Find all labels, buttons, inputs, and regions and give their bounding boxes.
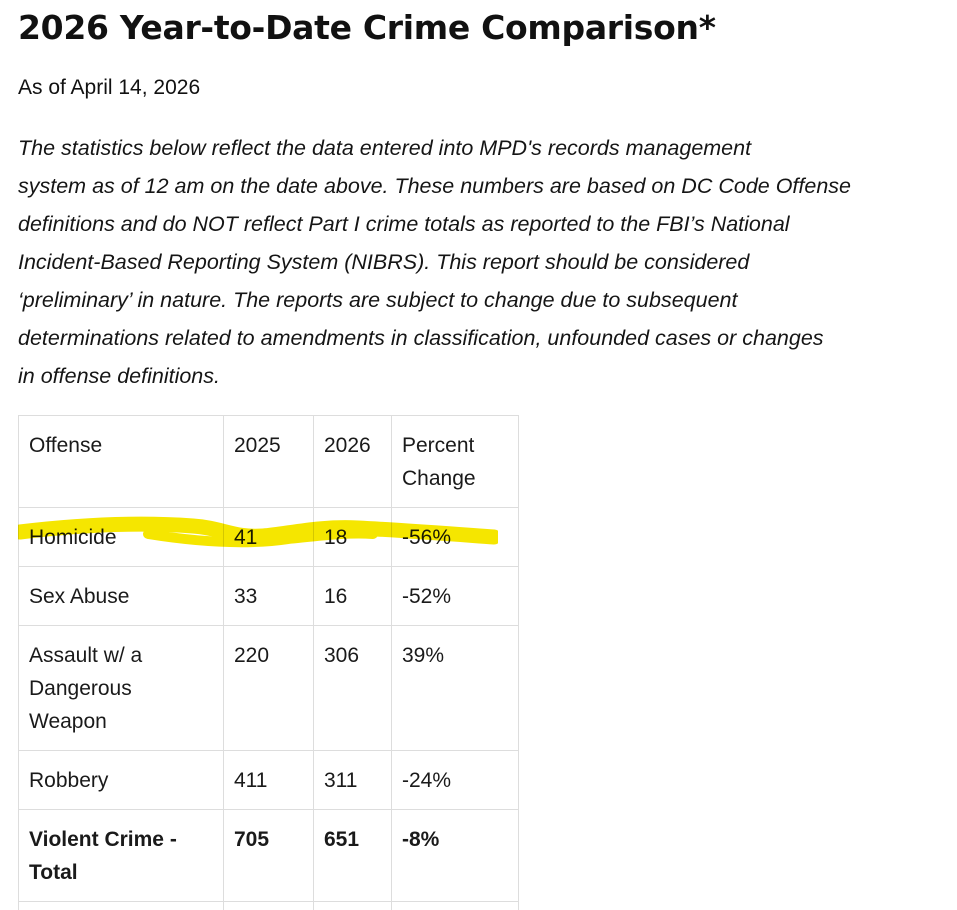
cell-offense-line: Violent Crime - — [29, 828, 177, 851]
table-row-sex-abuse: Sex Abuse 33 16 -52% — [18, 566, 519, 626]
disclaimer-line: determinations related to amendments in … — [18, 326, 824, 350]
cell-2025: 33 — [223, 566, 314, 626]
cell-offense: Sex Abuse — [18, 566, 224, 626]
header-percent-change: Percent Change — [391, 415, 519, 508]
table-row-robbery: Robbery 411 311 -24% — [18, 750, 519, 810]
cell-offense: Homicide — [18, 507, 224, 567]
disclaimer-line: in offense definitions. — [18, 364, 220, 388]
table-header-row: Offense 2025 2026 Percent Change — [18, 415, 519, 508]
disclaimer-line: Incident-Based Reporting System (NIBRS).… — [18, 250, 750, 274]
table-row-violent-crime-total: Violent Crime - Total 705 651 -8% — [18, 809, 519, 902]
as-of-date: As of April 14, 2026 — [18, 76, 201, 99]
header-change-label: Change — [402, 467, 476, 490]
cell-2026: 18 — [313, 507, 392, 567]
cell-2025: 705 — [223, 809, 314, 902]
page-title: 2026 Year-to-Date Crime Comparison* — [18, 8, 716, 47]
disclaimer-paragraph: The statistics below reflect the data en… — [18, 129, 918, 395]
cell-empty — [391, 901, 519, 910]
cell-2025: 411 — [223, 750, 314, 810]
cell-percent-change: 39% — [391, 625, 519, 751]
cell-2025: 41 — [223, 507, 314, 567]
cell-percent-change: -56% — [391, 507, 519, 567]
cell-2026: 651 — [313, 809, 392, 902]
disclaimer-line: system as of 12 am on the date above. Th… — [18, 174, 851, 198]
crime-comparison-table: Offense 2025 2026 Percent Change Homicide… — [18, 415, 519, 910]
cell-2025: 220 — [223, 625, 314, 751]
disclaimer-line: definitions and do NOT reflect Part I cr… — [18, 212, 790, 236]
header-offense: Offense — [18, 415, 224, 508]
cell-offense-line: Dangerous — [29, 677, 132, 700]
disclaimer-line: ‘preliminary’ in nature. The reports are… — [18, 288, 738, 312]
header-percent-label: Percent — [402, 434, 475, 457]
table-row-assault-dangerous-weapon: Assault w/ a Dangerous Weapon 220 306 39% — [18, 625, 519, 751]
header-2025: 2025 — [223, 415, 314, 508]
cell-offense: Violent Crime - Total — [18, 809, 224, 902]
cell-empty — [18, 901, 224, 910]
cell-offense-line: Assault w/ a — [29, 644, 143, 667]
table-row-partial — [18, 901, 519, 910]
cell-2026: 311 — [313, 750, 392, 810]
cell-2026: 16 — [313, 566, 392, 626]
cell-empty — [223, 901, 314, 910]
cell-offense-line: Total — [29, 861, 78, 884]
cell-percent-change: -8% — [391, 809, 519, 902]
cell-offense: Robbery — [18, 750, 224, 810]
cell-percent-change: -24% — [391, 750, 519, 810]
table-row-homicide: Homicide 41 18 -56% — [18, 507, 519, 567]
cell-2026: 306 — [313, 625, 392, 751]
cell-offense-line: Weapon — [29, 710, 107, 733]
header-2026: 2026 — [313, 415, 392, 508]
cell-percent-change: -52% — [391, 566, 519, 626]
cell-offense: Assault w/ a Dangerous Weapon — [18, 625, 224, 751]
cell-empty — [313, 901, 392, 910]
disclaimer-line: The statistics below reflect the data en… — [18, 136, 752, 160]
